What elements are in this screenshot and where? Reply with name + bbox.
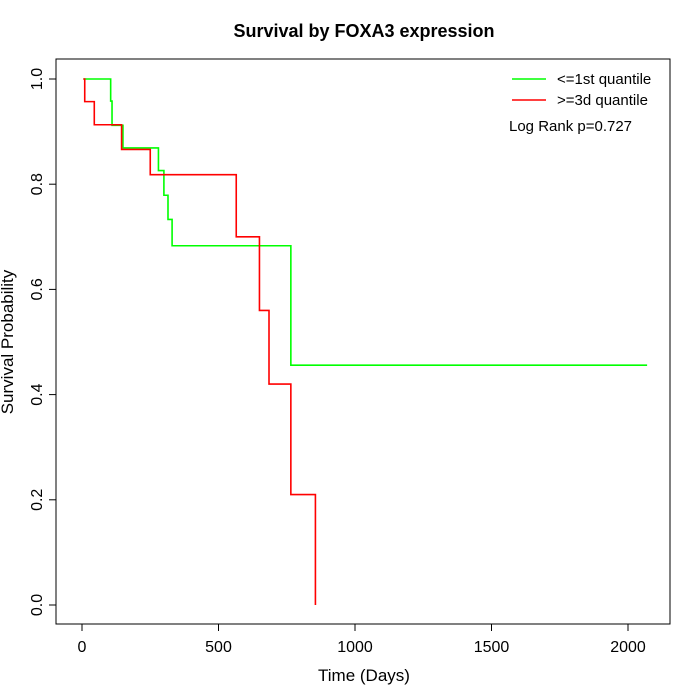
x-tick-label: 1500 [474,639,510,656]
y-axis: 0.0 0.2 0.4 0.6 0.8 1.0 [29,68,57,616]
y-tick-label: 0.4 [29,383,46,405]
x-axis: 0 500 1000 1500 2000 [78,623,646,656]
chart-title: Survival by FOXA3 expression [233,21,494,41]
y-tick-label: 0.0 [29,594,46,616]
y-tick-label: 0.2 [29,489,46,511]
legend-label-series-1: <=1st quantile [557,71,651,88]
series-line-2 [83,78,317,605]
series-line-1 [83,78,648,366]
x-tick-label: 2000 [610,639,646,656]
y-tick-label: 0.8 [29,173,46,195]
y-tick-label: 0.6 [29,278,46,300]
series-layer [83,78,648,605]
log-rank-annotation: Log Rank p=0.727 [509,118,632,135]
x-tick-label: 0 [78,639,87,656]
plot-frame [55,58,671,625]
x-tick-label: 500 [205,639,232,656]
x-axis-label: Time (Days) [318,666,410,685]
x-tick-label: 1000 [337,639,373,656]
legend-label-series-2: >=3d quantile [557,92,648,109]
y-tick-label: 1.0 [29,68,46,90]
legend: <=1st quantile >=3d quantile [512,71,651,109]
y-axis-label: Survival Probability [0,269,17,414]
